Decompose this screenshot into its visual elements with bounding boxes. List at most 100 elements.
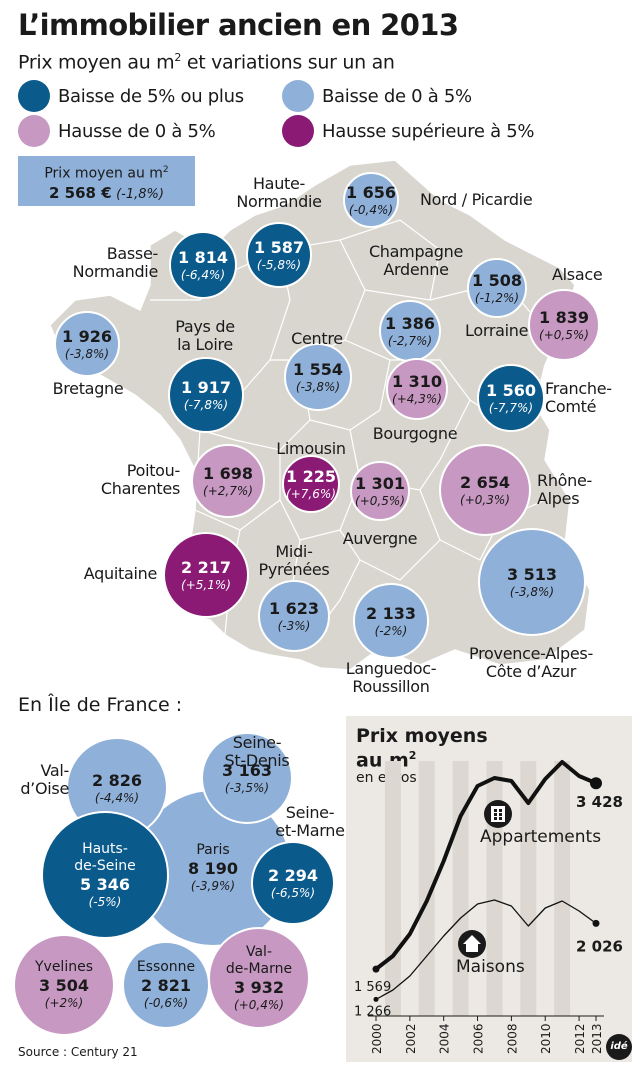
- idf-title: En Île de France :: [18, 694, 183, 716]
- bubble-name: Paris: [196, 842, 230, 858]
- x-tick-label: 2010: [539, 1023, 553, 1054]
- bubble-change: (-3,5%): [224, 780, 270, 795]
- bubble-alsace: 1 839 (+0,5%): [528, 289, 600, 361]
- bubble-value: 3 513: [506, 564, 558, 584]
- house-icon-shape: [463, 935, 481, 952]
- bubble-change: (+2%): [44, 996, 84, 1010]
- region-label-pays-de-la-loire: Pays de la Loire: [175, 317, 235, 354]
- bubble-change: (-5%): [88, 894, 122, 909]
- bubble-change: (-2,7%): [387, 333, 433, 348]
- region-label-franche-comte: Franche- Comté: [545, 379, 612, 416]
- bubble-change: (-6,4%): [180, 267, 226, 282]
- bubble-provence-alpes-cote-d-azur: 3 513 (-3,8%): [478, 528, 586, 636]
- bubble-change: (-3%): [277, 618, 311, 633]
- bubble-midi-pyrenees: 1 623 (-3%): [258, 580, 330, 652]
- price-line-chart: 2000 2002 2004 2006 2008 2010 2012 2013 1 569 3 4…: [354, 760, 623, 1054]
- region-label-nord-picardie: Nord / Picardie: [420, 190, 533, 209]
- region-label-limousin: Limousin: [276, 439, 346, 458]
- bubble-value: 1 926: [61, 326, 113, 346]
- ide-logo: idé: [606, 1034, 632, 1060]
- bubble-bretagne: 1 926 (-3,8%): [54, 311, 120, 377]
- bubble-bourgogne: 1 310 (+4,3%): [386, 358, 448, 420]
- x-tick-label: 2002: [404, 1023, 418, 1054]
- legend-item-hausse-5: Hausse supérieure à 5%: [282, 115, 535, 147]
- region-label-aquitaine: Aquitaine: [83, 564, 158, 583]
- bubble-change: (+0,3%): [460, 492, 510, 507]
- series-end-label: 3 428: [576, 793, 623, 811]
- idf-label-seine-et-marne: Seine-et-Marne: [275, 803, 345, 840]
- x-tick-label: 2004: [438, 1023, 452, 1054]
- bubble-change: (-2%): [374, 623, 408, 638]
- series-line-maisons: [375, 899, 597, 1000]
- building-icon-window: [499, 813, 502, 816]
- average-change: (-1,8%): [116, 186, 164, 202]
- bubble-lorraine: 1 508 (-1,2%): [467, 258, 527, 318]
- region-label-languedoc-roussillon: Languedoc- Roussillon: [345, 659, 437, 696]
- bubble-change: (-5,8%): [256, 257, 302, 272]
- bubble-value: 2 294: [267, 865, 319, 885]
- bubble-name: Essonne: [136, 959, 196, 975]
- grid-band: [486, 761, 503, 1016]
- grid-band: [452, 761, 469, 1016]
- bubble-change: (+0,5%): [539, 327, 589, 342]
- series-end-label: 2 026: [576, 937, 623, 955]
- bubble-value: 1 917: [180, 377, 232, 397]
- region-label-bourgogne: Bourgogne: [372, 424, 458, 443]
- bubble-change: (-3,8%): [509, 584, 555, 599]
- series-start-point: [373, 996, 379, 1002]
- bubble-value: 2 654: [459, 472, 511, 492]
- region-label-auvergne: Auvergne: [342, 529, 418, 548]
- bubble-change: (+0,4%): [234, 997, 284, 1012]
- region-label-bretagne: Bretagne: [52, 379, 124, 398]
- bubble-value: 2 826: [91, 770, 143, 790]
- bubble-change: (-4,4%): [94, 790, 140, 805]
- bubble-yvelines: Yvelines 3 504 (+2%): [13, 934, 115, 1036]
- bubble-value: 1 386: [384, 313, 436, 333]
- bubble-aquitaine: 2 217 (+5,1%): [163, 532, 249, 618]
- building-icon-window: [499, 809, 502, 812]
- bubble-change: (-7,8%): [183, 397, 229, 412]
- bubble-pays-de-la-loire: 1 917 (-7,8%): [168, 357, 244, 433]
- bubble-value: 8 190: [187, 859, 239, 878]
- source-note: Source : Century 21: [18, 1045, 138, 1059]
- bubble-seine-et-marne: 2 294 (-6,5%): [251, 841, 335, 925]
- grid-band: [384, 761, 401, 1016]
- bubble-value: 3 163: [221, 760, 273, 780]
- bubble-centre: 1 554 (-3,8%): [284, 343, 352, 411]
- grid-band: [554, 761, 571, 1016]
- idf-label-seine-st-denis: Seine- St-Denis: [224, 733, 290, 770]
- bubble-val-de-marne: Val-de-Marne 3 932 (+0,4%): [208, 927, 310, 1029]
- series-start-point: [372, 965, 380, 973]
- x-tick-label: 2008: [505, 1023, 519, 1054]
- bubble-value: 2 217: [180, 557, 232, 577]
- x-tick-label: 2012: [573, 1023, 587, 1054]
- bubble-change: (+4,3%): [392, 391, 442, 406]
- region-label-lorraine: Lorraine: [465, 321, 529, 340]
- region-label-alsace: Alsace: [552, 265, 603, 284]
- series-line-appartements: [374, 760, 597, 971]
- bubble-change: (+2,7%): [203, 483, 253, 498]
- bubble-name: Yvelines: [34, 959, 93, 975]
- region-label-provence-alpes-cote-d-azur: Provence-Alpes- Côte d’Azur: [469, 644, 593, 681]
- bubble-change: (+7,6%): [286, 486, 336, 501]
- bubble-value: 1 554: [292, 359, 344, 379]
- bubble-rhone-alpes: 2 654 (+0,3%): [439, 444, 531, 536]
- bubble-value: 1 301: [354, 473, 406, 493]
- bubble-hauts-de-seine: Hauts-de-Seine 5 346 (-5%): [41, 811, 169, 939]
- bubble-change: (-3,8%): [64, 346, 110, 361]
- region-label-midi-pyrenees: Midi- Pyrénées: [258, 542, 330, 579]
- bubble-value: 3 932: [233, 977, 285, 997]
- legend-item-hausse-0-5: Hausse de 0 à 5%: [18, 115, 216, 147]
- bubble-change: (-6,5%): [270, 885, 316, 900]
- bubble-essonne: Essonne 2 821 (-0,6%): [122, 941, 210, 1029]
- page-subtitle: Prix moyen au m2 et variations sur un an: [18, 51, 395, 74]
- bubble-change: (-7,7%): [488, 400, 534, 415]
- bubble-change: (-1,2%): [474, 290, 520, 305]
- building-icon-window: [499, 817, 502, 820]
- bubble-languedoc-roussillon: 2 133 (-2%): [353, 583, 429, 659]
- series-end-point: [590, 777, 602, 790]
- x-tick-label: 2000: [370, 1023, 384, 1054]
- bubble-value: 1 656: [345, 182, 397, 202]
- page-title: L’immobilier ancien en 2013: [18, 8, 459, 42]
- bubble-value: 3 504: [38, 976, 90, 995]
